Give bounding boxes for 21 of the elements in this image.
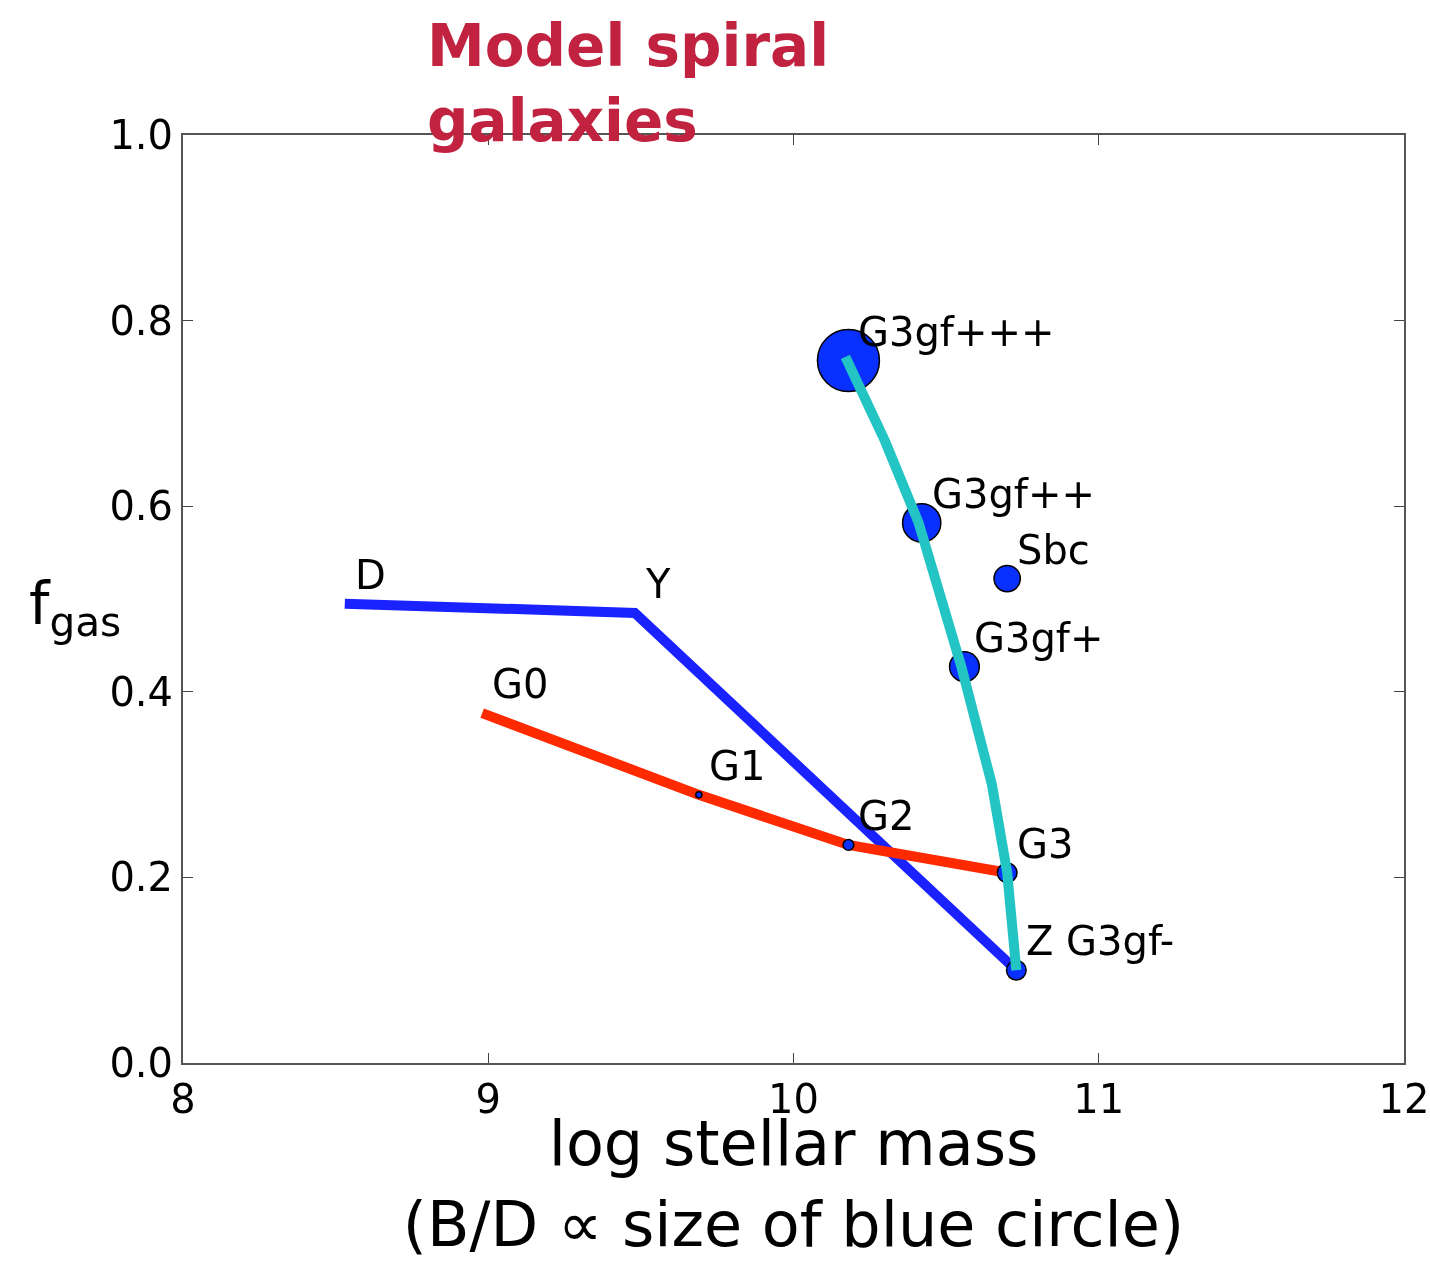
y-tick-label: 0.8	[109, 297, 173, 344]
annotation: D	[355, 552, 386, 598]
annotation: G3	[1017, 821, 1074, 867]
x-tick-label: 8	[170, 1076, 196, 1122]
y-tick-label: 1.0	[109, 112, 173, 158]
y-axis-title: f$_{gas}$	[29, 570, 122, 647]
annotation: G3gf+	[974, 615, 1104, 661]
annotation: Y	[645, 561, 671, 607]
annotation: G1	[709, 743, 766, 789]
x-tick-label: 12	[1378, 1076, 1430, 1122]
y-tick-label: 0.0	[109, 1040, 173, 1086]
annotation: Sbc	[1017, 527, 1090, 573]
annotation: G2	[858, 793, 915, 839]
annotation: G3gf+++	[858, 309, 1055, 355]
y-tick-label: 0.2	[109, 854, 173, 901]
annotation: Z G3gf-	[1026, 918, 1175, 964]
x-tick-label: 11	[1073, 1076, 1125, 1122]
y-tick-label: 0.6	[109, 483, 173, 530]
y-tick-label: 0.4	[109, 668, 173, 715]
annotation: G0	[492, 661, 549, 707]
annotation: G3gf++	[932, 471, 1095, 517]
